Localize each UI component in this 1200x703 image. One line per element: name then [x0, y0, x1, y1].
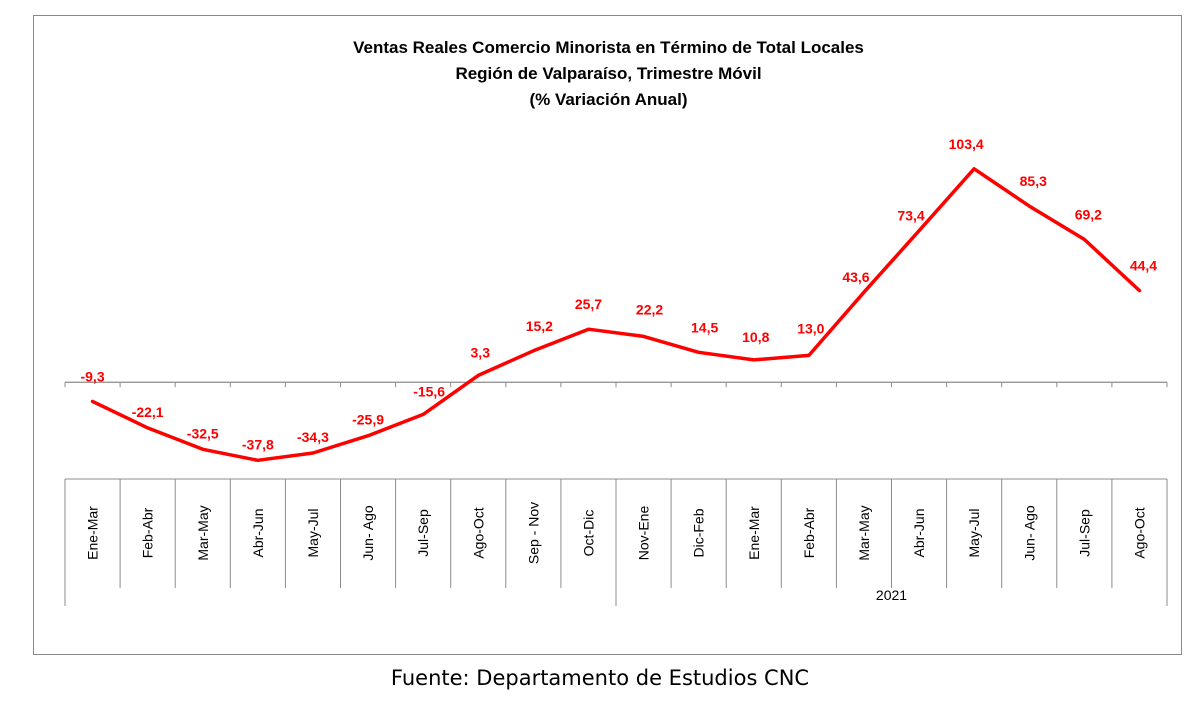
data-label: 103,4 [949, 136, 984, 152]
source-note: Fuente: Departamento de Estudios CNC [390, 666, 810, 690]
category-label: Ago-Oct [470, 507, 486, 558]
data-label: -34,3 [297, 429, 329, 445]
data-label: 43,6 [842, 269, 869, 285]
category-label: Jul-Sep [415, 509, 431, 557]
data-label: -37,8 [242, 436, 274, 452]
category-label: Jul-Sep [1076, 509, 1092, 557]
category-label: Ago-Oct [1131, 507, 1147, 558]
category-label: Abr-Jun [911, 508, 927, 557]
data-label: 73,4 [897, 208, 924, 224]
group-label: 2021 [876, 587, 907, 603]
data-label: -25,9 [352, 412, 384, 428]
data-label: 69,2 [1075, 206, 1102, 222]
data-label: 25,7 [575, 296, 602, 312]
chart-title-line-1: Ventas Reales Comercio Minorista en Térm… [353, 38, 864, 57]
line-chart: Ene-Mar Feb-Abr Mar-May Abr-Jun May-Jul Jun- … [64, 136, 1168, 606]
category-label: Nov-Ene [636, 506, 652, 561]
data-label: -9,3 [80, 368, 104, 384]
chart-frame: Ventas Reales Comercio Minorista en Térm… [33, 15, 1182, 655]
category-label: Mar-May [195, 505, 211, 560]
category-label: Feb-Abr [801, 507, 817, 558]
chart-title-line-2: Región de Valparaíso, Trimestre Móvil [455, 64, 762, 83]
category-label: Jun- Ago [360, 505, 376, 560]
data-label: 14,5 [691, 319, 718, 335]
data-label: 3,3 [471, 344, 491, 360]
category-label: Mar-May [856, 505, 872, 560]
data-label: 15,2 [526, 318, 553, 334]
data-label: 10,8 [742, 329, 769, 345]
category-label: Feb-Abr [140, 507, 156, 558]
data-label: -15,6 [413, 383, 445, 399]
data-label: -32,5 [187, 425, 219, 441]
series-line [90, 167, 1142, 463]
chart-title: Ventas Reales Comercio Minorista en Térm… [34, 35, 1183, 113]
chart-title-line-3: (% Variación Anual) [529, 90, 688, 109]
data-label: 85,3 [1020, 173, 1047, 189]
data-label: 13,0 [797, 320, 824, 336]
category-label: Dic-Feb [691, 508, 707, 557]
category-label: May-Jul [966, 508, 982, 557]
data-label: -22,1 [132, 404, 164, 420]
category-label: May-Jul [305, 508, 321, 557]
category-label: Ene-Mar [746, 506, 762, 560]
data-label: 44,4 [1130, 258, 1157, 274]
category-label: Jun- Ago [1021, 505, 1037, 560]
category-label: Oct-Dic [580, 510, 596, 557]
data-label: 22,2 [636, 301, 663, 317]
category-label: Abr-Jun [250, 508, 266, 557]
category-label: Ene-Mar [85, 506, 101, 560]
category-label: Sep - Nov [525, 502, 541, 564]
